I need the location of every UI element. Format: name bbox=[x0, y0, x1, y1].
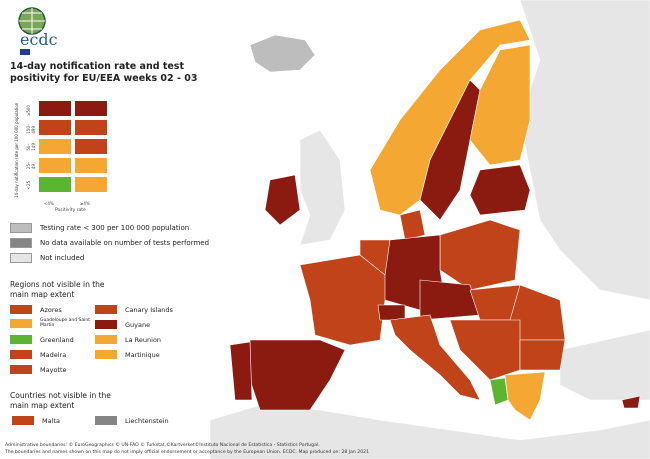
country-greece bbox=[504, 371, 546, 421]
legend-swatch bbox=[10, 350, 32, 359]
region-legend-item: Guadeloupe and Saint Martin bbox=[10, 318, 100, 328]
y-tick: ≥500 bbox=[26, 105, 31, 116]
region-legend-item: Canary Islands bbox=[95, 305, 173, 314]
country-poland bbox=[439, 219, 521, 291]
legend-label: No data available on number of tests per… bbox=[40, 239, 210, 247]
legend-swatch bbox=[10, 305, 32, 314]
footer-line2: The boundaries and names shown on this m… bbox=[5, 450, 369, 455]
region-legend-item: Azores bbox=[10, 305, 62, 314]
region-legend-item: Madeira bbox=[10, 350, 66, 359]
legend-item: Testing rate < 300 per 100 000 populatio… bbox=[10, 223, 189, 233]
legend-swatch bbox=[12, 416, 34, 425]
matrix-cell bbox=[38, 157, 72, 174]
matrix-cell bbox=[74, 157, 108, 174]
region-uk bbox=[299, 129, 346, 246]
region-russia bbox=[519, 0, 650, 301]
legend-label: Testing rate < 300 per 100 000 populatio… bbox=[40, 224, 190, 232]
legend-label: Liechtenstein bbox=[125, 416, 169, 425]
x-tick: ≥4% bbox=[80, 201, 90, 206]
footer: Administrative boundaries: © EuroGeograp… bbox=[5, 442, 369, 456]
country-denmark bbox=[399, 209, 426, 241]
region-legend-item: Greenland bbox=[10, 335, 74, 344]
country-legend-item: Liechtenstein bbox=[95, 416, 169, 425]
country-spain bbox=[249, 339, 346, 411]
legend-label: Guyane bbox=[125, 320, 151, 329]
region-legend-item: La Reunion bbox=[95, 335, 161, 344]
legend-swatch bbox=[95, 335, 117, 344]
legend-label: Martinique bbox=[125, 350, 160, 359]
region-turkey bbox=[559, 329, 650, 401]
x-axis-label: Positivity rate bbox=[55, 208, 86, 213]
country-legend-item: Malta bbox=[12, 416, 60, 425]
legend-item: Not included bbox=[10, 253, 84, 263]
map-title: 14-day notification rate and test positi… bbox=[10, 61, 198, 84]
legend-swatch bbox=[10, 238, 32, 248]
y-axis-label: 14-day notification rate per 100 000 pop… bbox=[14, 102, 19, 198]
legend-label: Guadeloupe and Saint Martin bbox=[40, 318, 91, 328]
legend-swatch bbox=[10, 253, 32, 263]
svg-text:ecdc: ecdc bbox=[20, 30, 58, 49]
legend-swatch bbox=[95, 305, 117, 314]
legend-label: Madeira bbox=[40, 350, 67, 359]
region-legend-item: Martinique bbox=[95, 350, 160, 359]
country-bulgaria bbox=[519, 339, 566, 371]
legend-swatch bbox=[10, 318, 32, 328]
legend-label: Canary Islands bbox=[125, 305, 173, 314]
country-albania bbox=[489, 377, 509, 406]
matrix-cell bbox=[38, 138, 72, 155]
matrix-cell bbox=[74, 100, 108, 117]
countries-heading: Countries not visible in the main map ex… bbox=[10, 391, 111, 410]
legend-label: Greenland bbox=[40, 335, 74, 344]
legend-item: No data available on number of tests per… bbox=[10, 238, 209, 248]
legend-swatch bbox=[95, 416, 117, 425]
country-finland bbox=[469, 44, 531, 166]
legend-swatch bbox=[95, 320, 117, 329]
country-baltics bbox=[469, 164, 531, 216]
region-legend-item: Guyane bbox=[95, 320, 150, 329]
legend-swatch bbox=[95, 350, 117, 359]
matrix-cell bbox=[38, 176, 72, 193]
legend-swatch bbox=[10, 223, 32, 233]
legend-swatch bbox=[10, 365, 32, 374]
legend-label: Malta bbox=[42, 416, 60, 425]
region-legend-item: Mayotte bbox=[10, 365, 67, 374]
country-portugal bbox=[229, 341, 253, 401]
legend-swatch bbox=[10, 335, 32, 344]
country-cyprus bbox=[621, 395, 641, 409]
matrix-cell bbox=[74, 138, 108, 155]
ecdc-logo: ecdc bbox=[18, 7, 58, 55]
y-tick: 50–149 bbox=[26, 143, 36, 151]
region-africa bbox=[209, 404, 650, 459]
footer-line1: Administrative boundaries: © EuroGeograp… bbox=[5, 443, 320, 448]
country-switzerland bbox=[377, 304, 406, 321]
y-tick: 25–49 bbox=[26, 162, 36, 170]
legend-label: Mayotte bbox=[40, 365, 67, 374]
legend-label: Azores bbox=[40, 305, 62, 314]
country-iceland bbox=[249, 34, 316, 73]
x-tick: <4% bbox=[44, 201, 54, 206]
matrix-cell bbox=[74, 176, 108, 193]
matrix-cell bbox=[38, 119, 72, 136]
legend-label: Not included bbox=[40, 254, 85, 262]
regions-heading: Regions not visible in the main map exte… bbox=[10, 280, 105, 299]
country-france bbox=[299, 254, 386, 346]
matrix-cell bbox=[38, 100, 72, 117]
y-tick: <25 bbox=[26, 181, 31, 190]
country-ireland bbox=[264, 174, 301, 226]
country-italy bbox=[389, 314, 481, 401]
y-tick: 150–499 bbox=[26, 124, 36, 134]
legend-label: La Reunion bbox=[125, 335, 162, 344]
matrix-cell bbox=[74, 119, 108, 136]
